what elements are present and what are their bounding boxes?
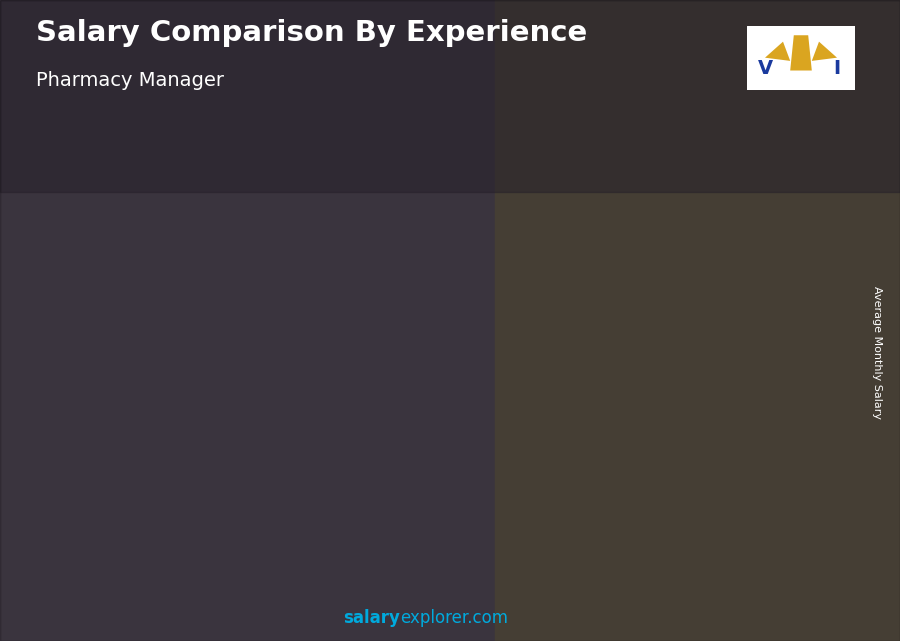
Polygon shape	[760, 240, 778, 564]
Polygon shape	[191, 469, 265, 564]
Polygon shape	[562, 299, 636, 564]
Polygon shape	[790, 35, 812, 71]
Polygon shape	[686, 246, 760, 564]
Bar	[0, 0, 900, 192]
Polygon shape	[141, 504, 160, 564]
Text: V: V	[758, 59, 773, 78]
Bar	[495, 0, 900, 641]
Polygon shape	[765, 42, 790, 61]
Polygon shape	[512, 345, 531, 564]
Polygon shape	[191, 462, 284, 469]
Bar	[0, 0, 495, 641]
Polygon shape	[389, 399, 407, 564]
Text: I: I	[833, 59, 841, 78]
Text: +nan%: +nan%	[365, 320, 443, 340]
Text: 0 USD: 0 USD	[464, 329, 506, 342]
Polygon shape	[562, 293, 655, 299]
Text: +nan%: +nan%	[490, 268, 566, 287]
Text: +nan%: +nan%	[118, 432, 195, 451]
Polygon shape	[438, 345, 531, 352]
Polygon shape	[812, 42, 837, 61]
Text: 0 USD: 0 USD	[587, 276, 630, 290]
Text: +nan%: +nan%	[242, 379, 319, 398]
Polygon shape	[314, 405, 389, 564]
Polygon shape	[438, 352, 512, 564]
Polygon shape	[314, 399, 407, 405]
Polygon shape	[636, 293, 655, 564]
Text: 0 USD: 0 USD	[216, 445, 258, 459]
Text: Salary Comparison By Experience: Salary Comparison By Experience	[36, 19, 587, 47]
Polygon shape	[67, 504, 160, 511]
Polygon shape	[686, 240, 778, 246]
Text: explorer.com: explorer.com	[400, 609, 508, 627]
Text: 0 USD: 0 USD	[339, 381, 382, 395]
Text: 0 USD: 0 USD	[92, 488, 135, 501]
Text: Pharmacy Manager: Pharmacy Manager	[36, 71, 224, 90]
Text: +nan%: +nan%	[613, 215, 690, 234]
Text: 0 USD: 0 USD	[711, 222, 753, 237]
Polygon shape	[67, 511, 141, 564]
Text: Average Monthly Salary: Average Monthly Salary	[872, 286, 883, 419]
Polygon shape	[265, 462, 284, 564]
Text: salary: salary	[344, 609, 400, 627]
